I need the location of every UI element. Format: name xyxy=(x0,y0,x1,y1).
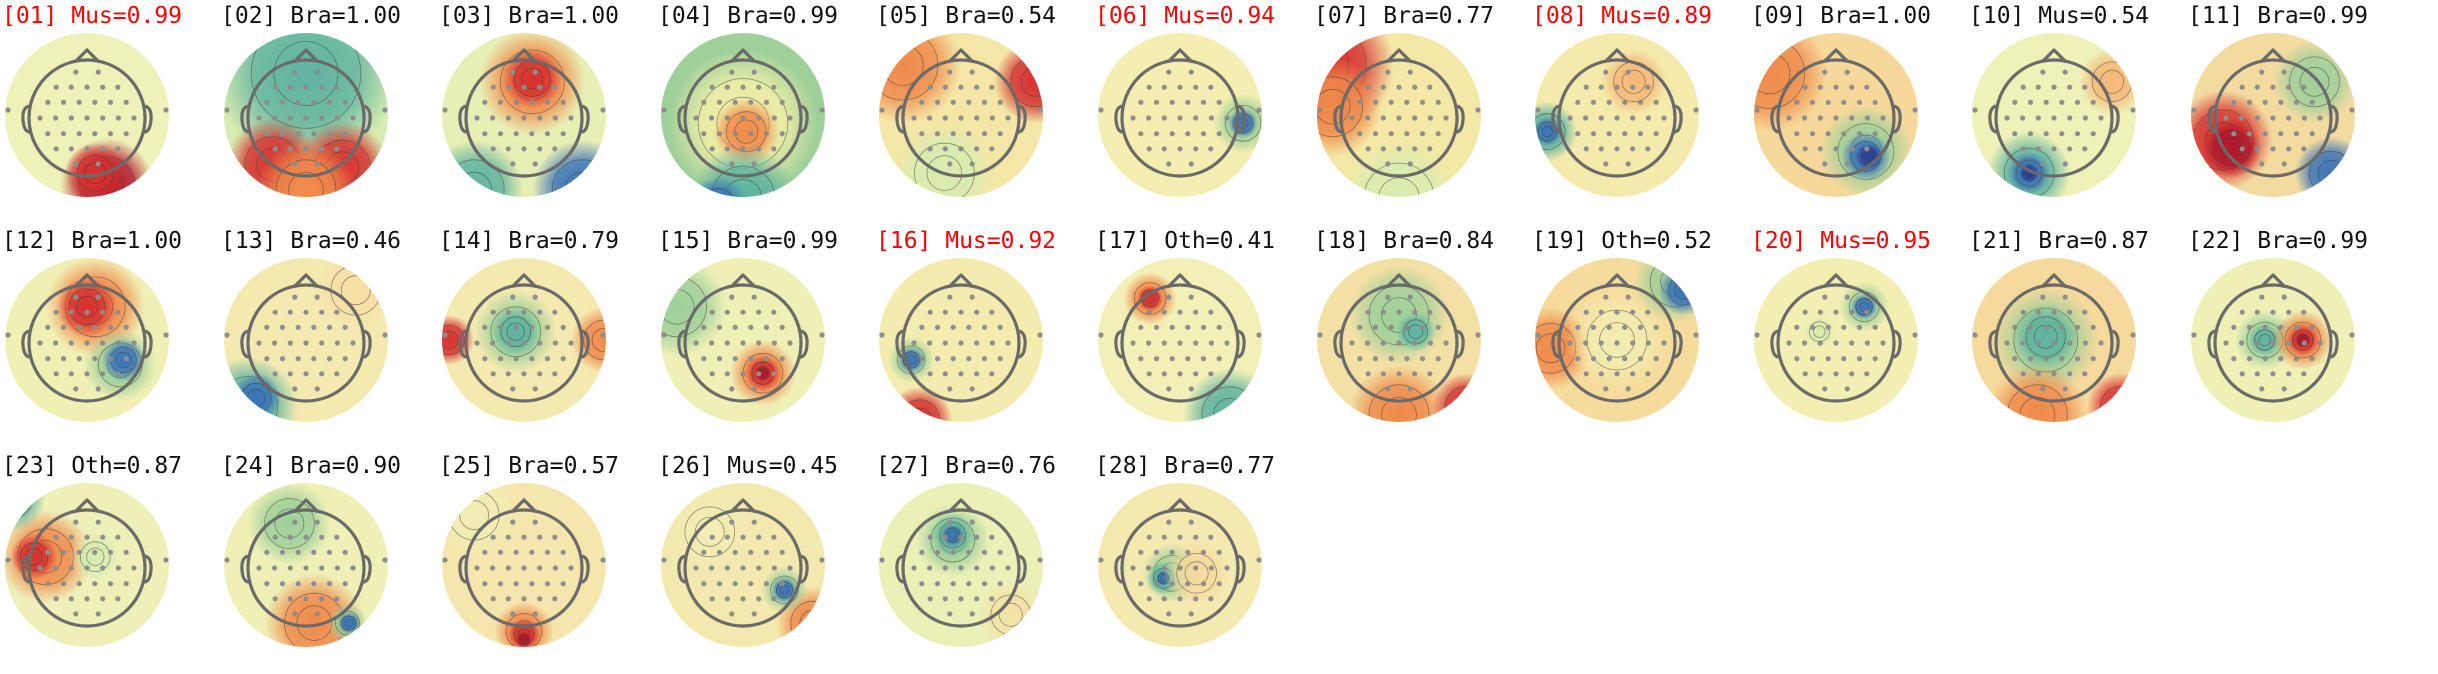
component-07[interactable]: [07] Bra=0.77 xyxy=(1314,2,1534,224)
topomap xyxy=(224,33,388,197)
topomap xyxy=(224,258,388,422)
component-06[interactable]: [06] Mus=0.94 xyxy=(1095,2,1315,224)
component-label: [03] Bra=1.00 xyxy=(439,3,620,29)
component-label: [26] Mus=0.45 xyxy=(658,453,839,479)
component-label: [13] Bra=0.46 xyxy=(221,228,402,254)
component-09[interactable]: [09] Bra=1.00 xyxy=(1751,2,1971,224)
component-label: [21] Bra=0.87 xyxy=(1969,228,2150,254)
topomap xyxy=(661,483,825,647)
component-label: [01] Mus=0.99 xyxy=(2,3,183,29)
topomap xyxy=(1972,33,2136,197)
component-label: [09] Bra=1.00 xyxy=(1751,3,1932,29)
component-label: [07] Bra=0.77 xyxy=(1314,3,1495,29)
component-26[interactable]: [26] Mus=0.45 xyxy=(658,452,878,674)
component-label: [11] Bra=0.99 xyxy=(2188,3,2369,29)
component-18[interactable]: [18] Bra=0.84 xyxy=(1314,227,1534,449)
component-label: [12] Bra=1.00 xyxy=(2,228,183,254)
component-label: [15] Bra=0.99 xyxy=(658,228,839,254)
component-label: [06] Mus=0.94 xyxy=(1095,3,1276,29)
component-13[interactable]: [13] Bra=0.46 xyxy=(221,227,441,449)
component-label: [28] Bra=0.77 xyxy=(1095,453,1276,479)
component-label: [20] Mus=0.95 xyxy=(1751,228,1932,254)
component-27[interactable]: [27] Bra=0.76 xyxy=(876,452,1096,674)
component-label: [16] Mus=0.92 xyxy=(876,228,1057,254)
component-label: [24] Bra=0.90 xyxy=(221,453,402,479)
topomap xyxy=(5,483,169,647)
component-08[interactable]: [08] Mus=0.89 xyxy=(1532,2,1752,224)
topomap xyxy=(5,258,169,422)
topomap xyxy=(661,258,825,422)
component-22[interactable]: [22] Bra=0.99 xyxy=(2188,227,2408,449)
topomap xyxy=(442,33,606,197)
component-label: [27] Bra=0.76 xyxy=(876,453,1057,479)
topomap xyxy=(1535,258,1699,422)
component-19[interactable]: [19] Oth=0.52 xyxy=(1532,227,1752,449)
topomap xyxy=(1317,33,1481,197)
component-label: [19] Oth=0.52 xyxy=(1532,228,1713,254)
topomap xyxy=(879,483,1043,647)
component-17[interactable]: [17] Oth=0.41 xyxy=(1095,227,1315,449)
component-28[interactable]: [28] Bra=0.77 xyxy=(1095,452,1315,674)
component-02[interactable]: [02] Bra=1.00 xyxy=(221,2,441,224)
topomap xyxy=(2191,33,2355,197)
topomap xyxy=(5,33,169,197)
component-10[interactable]: [10] Mus=0.54 xyxy=(1969,2,2189,224)
component-label: [25] Bra=0.57 xyxy=(439,453,620,479)
component-label: [05] Bra=0.54 xyxy=(876,3,1057,29)
component-05[interactable]: [05] Bra=0.54 xyxy=(876,2,1096,224)
component-25[interactable]: [25] Bra=0.57 xyxy=(439,452,659,674)
topomap xyxy=(1098,483,1262,647)
topomap xyxy=(1098,33,1262,197)
component-label: [02] Bra=1.00 xyxy=(221,3,402,29)
topomap xyxy=(1972,258,2136,422)
topomap xyxy=(1317,258,1481,422)
topomap xyxy=(1535,33,1699,197)
component-label: [17] Oth=0.41 xyxy=(1095,228,1276,254)
topomap xyxy=(1098,258,1262,422)
component-12[interactable]: [12] Bra=1.00 xyxy=(2,227,222,449)
component-label: [23] Oth=0.87 xyxy=(2,453,183,479)
component-label: [10] Mus=0.54 xyxy=(1969,3,2150,29)
topomap xyxy=(442,483,606,647)
component-16[interactable]: [16] Mus=0.92 xyxy=(876,227,1096,449)
component-label: [18] Bra=0.84 xyxy=(1314,228,1495,254)
topomap xyxy=(442,258,606,422)
topomap xyxy=(879,33,1043,197)
component-04[interactable]: [04] Bra=0.99 xyxy=(658,2,878,224)
component-label: [14] Bra=0.79 xyxy=(439,228,620,254)
component-21[interactable]: [21] Bra=0.87 xyxy=(1969,227,2189,449)
component-15[interactable]: [15] Bra=0.99 xyxy=(658,227,878,449)
component-14[interactable]: [14] Bra=0.79 xyxy=(439,227,659,449)
topomap xyxy=(1754,33,1918,197)
topomap xyxy=(879,258,1043,422)
component-03[interactable]: [03] Bra=1.00 xyxy=(439,2,659,224)
component-label: [04] Bra=0.99 xyxy=(658,3,839,29)
component-label: [08] Mus=0.89 xyxy=(1532,3,1713,29)
topomap xyxy=(2191,258,2355,422)
component-01[interactable]: [01] Mus=0.99 xyxy=(2,2,222,224)
component-11[interactable]: [11] Bra=0.99 xyxy=(2188,2,2408,224)
topomap xyxy=(661,33,825,197)
component-label: [22] Bra=0.99 xyxy=(2188,228,2369,254)
topomap xyxy=(224,483,388,647)
topomap xyxy=(1754,258,1918,422)
component-20[interactable]: [20] Mus=0.95 xyxy=(1751,227,1971,449)
component-23[interactable]: [23] Oth=0.87 xyxy=(2,452,222,674)
component-24[interactable]: [24] Bra=0.90 xyxy=(221,452,441,674)
